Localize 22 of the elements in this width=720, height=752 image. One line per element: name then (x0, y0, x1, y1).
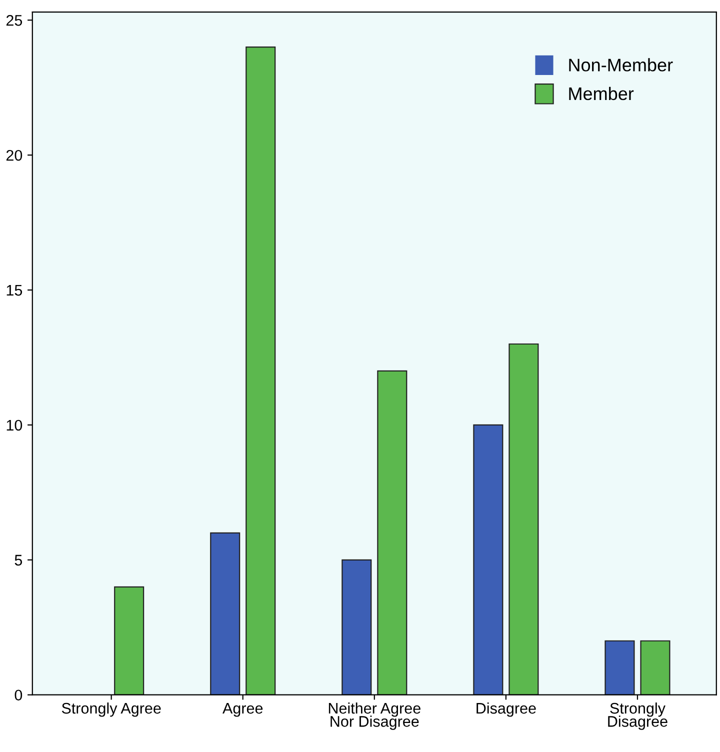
bar (114, 586, 144, 695)
bar (377, 370, 408, 695)
bar (508, 343, 539, 695)
bar (210, 532, 240, 695)
bar (246, 46, 276, 695)
bar (342, 559, 372, 695)
x-tick-label: Disagree (476, 702, 536, 717)
legend-label: Member (569, 86, 634, 100)
y-tick-label: 0 (14, 690, 22, 701)
bar (473, 424, 504, 695)
y-tick-label: 20 (6, 150, 22, 161)
legend-label: Non-Member (569, 58, 673, 72)
bar (604, 640, 635, 695)
x-tick-label: Agree (222, 703, 263, 717)
x-tick-label: Strongly Agree (62, 702, 161, 717)
x-tick-label: Neither Agree Nor Disagree (328, 702, 420, 730)
y-tick-label: 10 (6, 420, 22, 431)
y-tick-label: 15 (6, 285, 22, 296)
y-tick-label: 25 (6, 14, 22, 26)
x-tick-label: Strongly Disagree (608, 702, 668, 730)
y-tick-label: 5 (14, 554, 22, 566)
bar (640, 640, 670, 695)
